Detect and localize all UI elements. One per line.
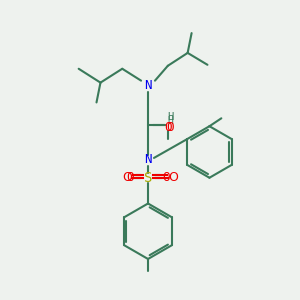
Text: O: O [162, 171, 169, 184]
Text: N: N [144, 79, 152, 92]
Text: O: O [164, 121, 172, 134]
Text: O: O [166, 121, 174, 134]
Text: O: O [126, 171, 134, 184]
Text: O: O [168, 171, 178, 184]
Text: N: N [144, 153, 152, 167]
Text: H: H [167, 116, 173, 126]
Text: O: O [122, 171, 132, 184]
Text: S: S [144, 171, 152, 185]
Text: H: H [168, 112, 174, 122]
